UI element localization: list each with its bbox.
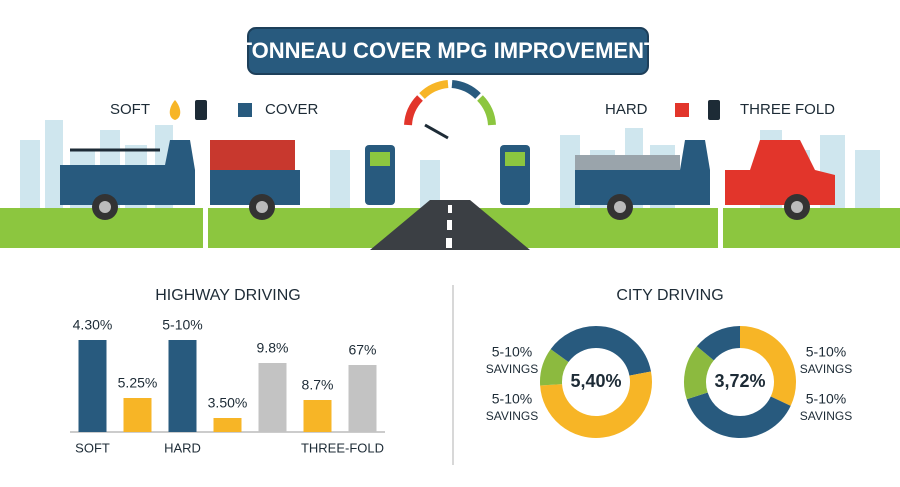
- bar-label: 5-10%: [162, 317, 202, 333]
- legend-label: SOFT: [110, 101, 150, 118]
- x-tick-label: HARD: [164, 440, 201, 455]
- bar: [303, 400, 332, 432]
- donut-segment: [684, 346, 715, 400]
- road-marks: [446, 205, 452, 248]
- bar-label: 8.7%: [302, 377, 334, 393]
- bar-label: 67%: [348, 342, 376, 358]
- center-label: 3,72%: [714, 371, 765, 391]
- donut-segment: [540, 349, 569, 386]
- chart-title: HIGHWAY DRIVING: [155, 287, 301, 304]
- truck-soft: [60, 140, 195, 220]
- donut-segment: [686, 391, 791, 438]
- bar: [123, 398, 152, 432]
- truck-cover: [210, 140, 300, 220]
- bar: [258, 363, 287, 432]
- bar-label: 3.50%: [208, 395, 248, 411]
- fuel-icon: [708, 100, 720, 120]
- legend-swatch: [675, 103, 689, 117]
- x-tick-label: THREE-FOLD: [301, 440, 384, 455]
- bar: [78, 340, 107, 432]
- donut-label: SAVINGS: [800, 362, 852, 376]
- truck-hard: [575, 140, 710, 220]
- donut-label: SAVINGS: [800, 409, 852, 423]
- donut-segment: [550, 326, 597, 363]
- donut-label: 5-10%: [492, 344, 532, 360]
- donut-label: SAVINGS: [486, 409, 538, 423]
- legend-label: COVER: [265, 101, 319, 118]
- center-label: 5,40%: [570, 371, 621, 391]
- bar-label: 5.25%: [118, 375, 158, 391]
- x-tick-label: SOFT: [75, 440, 110, 455]
- legend-label: HARD: [605, 101, 648, 118]
- bar-label: 9.8%: [257, 340, 289, 356]
- donut-label: 5-10%: [806, 344, 846, 360]
- gauge: [404, 80, 496, 140]
- donut-label: 5-10%: [492, 391, 532, 407]
- donut-segment: [696, 326, 741, 361]
- separator: [203, 120, 208, 250]
- chart-title: CITY DRIVING: [616, 287, 723, 304]
- bar: [213, 418, 242, 432]
- fuel-pump: [365, 145, 530, 205]
- truck-three-fold: [725, 140, 835, 220]
- title-banner: [247, 27, 649, 75]
- flame-icon: [169, 100, 181, 120]
- bar-label: 4.30%: [73, 317, 113, 333]
- bar: [348, 365, 377, 432]
- donut-segment: [540, 371, 652, 438]
- donut-segment: [595, 326, 652, 377]
- separator: [718, 120, 723, 250]
- donut-label: SAVINGS: [486, 362, 538, 376]
- donut-segment: [739, 326, 796, 406]
- fuel-icon: [195, 100, 207, 120]
- bar: [168, 340, 197, 432]
- legend-label: THREE FOLD: [740, 101, 835, 118]
- title: TONNEAU COVER MPG IMPROVEMENT: [239, 38, 658, 63]
- legend-swatch: [238, 103, 252, 117]
- donut-label: 5-10%: [806, 391, 846, 407]
